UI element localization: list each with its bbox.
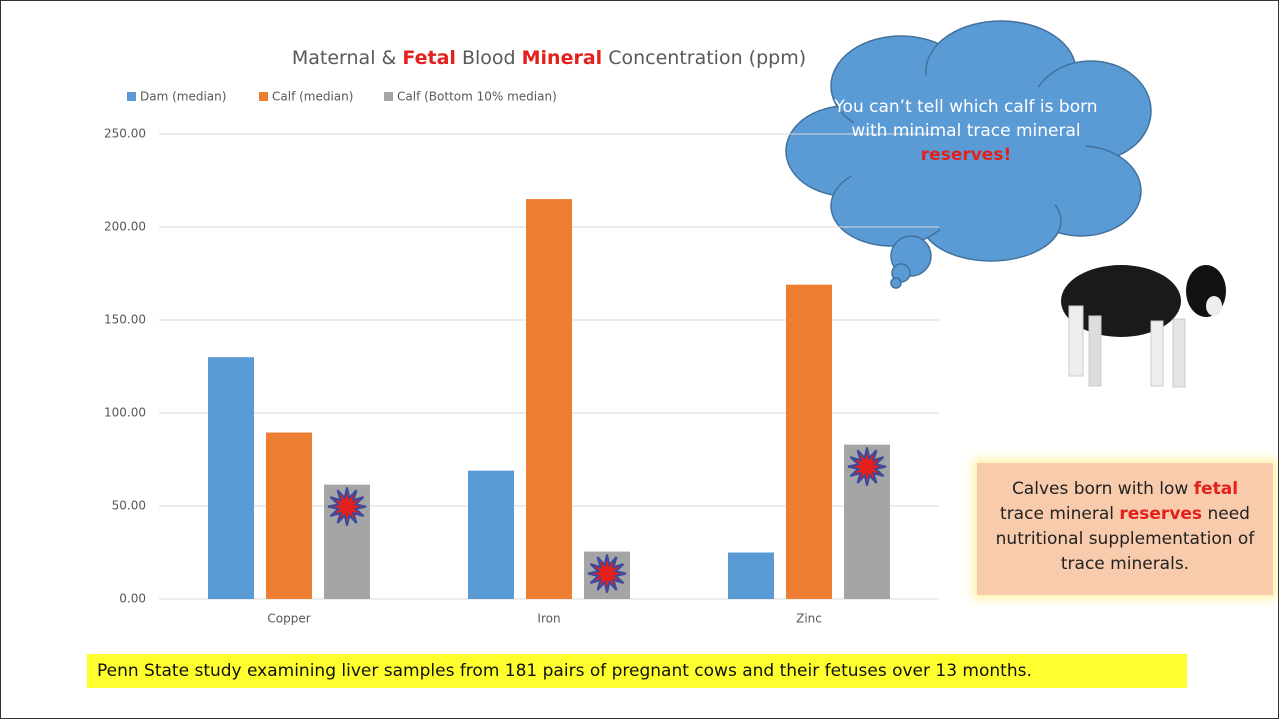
y-tick-label: 200.00 bbox=[104, 220, 146, 234]
bar bbox=[526, 199, 572, 599]
title-part: Concentration (ppm) bbox=[608, 47, 807, 69]
legend-swatch bbox=[259, 92, 268, 101]
y-tick-label: 50.00 bbox=[112, 499, 146, 513]
bar bbox=[468, 470, 514, 599]
y-tick-label: 100.00 bbox=[104, 406, 146, 420]
x-tick-label: Copper bbox=[267, 612, 310, 626]
callout: Calves born with low fetal trace mineral… bbox=[977, 463, 1273, 595]
callout-part: trace mineral bbox=[1000, 504, 1114, 524]
starburst bbox=[587, 554, 627, 593]
callout-part: Calves born with low bbox=[1011, 479, 1189, 499]
cloud bbox=[785, 20, 1152, 289]
starburst bbox=[327, 487, 367, 526]
bar bbox=[786, 284, 832, 599]
cloud-text: You can’t tell which calf is born with m… bbox=[821, 95, 1111, 167]
bar bbox=[266, 432, 312, 599]
title-part: Fetal bbox=[402, 47, 456, 69]
legend-label: Calf (Bottom 10% median) bbox=[397, 90, 557, 104]
callout-part: need nutritional supplementation of trac… bbox=[995, 504, 1255, 574]
footer: Penn State study examining liver samples… bbox=[87, 654, 1187, 688]
callout-part: fetal bbox=[1193, 479, 1239, 499]
y-tick-label: 150.00 bbox=[104, 313, 146, 327]
bar bbox=[208, 357, 254, 599]
starburst bbox=[847, 447, 887, 486]
x-tick-label: Iron bbox=[537, 612, 560, 626]
y-tick-label: 0.00 bbox=[119, 592, 146, 606]
y-tick-label: 250.00 bbox=[104, 127, 146, 141]
legend-swatch bbox=[384, 92, 393, 101]
cloud-part: You can’t tell which calf is born with m… bbox=[834, 97, 1098, 141]
cloud-part: reserves! bbox=[920, 145, 1012, 165]
x-tick-label: Zinc bbox=[796, 612, 822, 626]
title-part: Mineral bbox=[521, 47, 603, 69]
title-part: Blood bbox=[461, 47, 516, 69]
title-part: Maternal & bbox=[291, 47, 397, 69]
legend-swatch bbox=[127, 92, 136, 101]
legend-label: Dam (median) bbox=[140, 90, 226, 104]
bar bbox=[728, 552, 774, 599]
callout-part: reserves bbox=[1119, 504, 1203, 524]
legend-label: Calf (median) bbox=[272, 90, 353, 104]
chart-title: Maternal & Fetal Blood Mineral Concentra… bbox=[159, 47, 939, 69]
calf-image bbox=[1061, 265, 1226, 388]
